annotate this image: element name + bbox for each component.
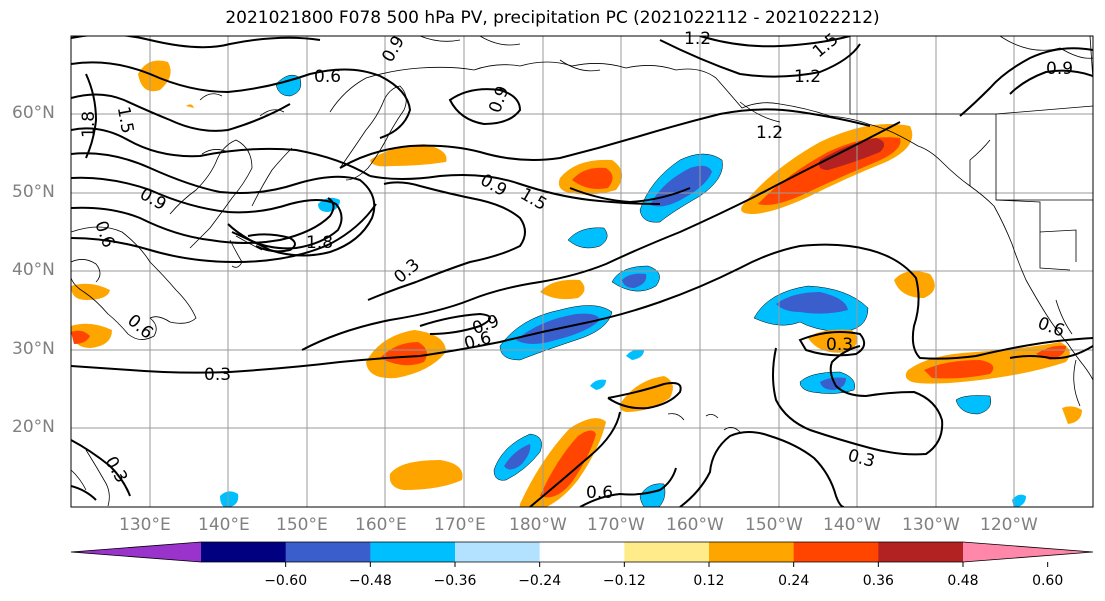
colorbar-extend-low xyxy=(71,542,201,562)
colorbar-tick-label: 0.36 xyxy=(863,573,894,589)
colorbar-segment xyxy=(455,542,541,562)
lon-tick-label: 170°E xyxy=(434,515,486,535)
lon-tick-label: 140°E xyxy=(198,515,250,535)
precip-blob xyxy=(567,227,608,249)
pv-contours xyxy=(71,36,1093,507)
contour-label: 0.6 xyxy=(314,67,341,87)
contour-label: 1.2 xyxy=(794,67,821,87)
precip-blob xyxy=(776,292,848,314)
precip-blob xyxy=(626,349,644,360)
colorbar-tick-label: −0.12 xyxy=(603,573,646,589)
precip-positive-blobs xyxy=(71,60,1082,507)
lon-tick-label: 130°E xyxy=(119,515,171,535)
contour-label: 0.9 xyxy=(1046,59,1073,79)
lat-tick-label: 30°N xyxy=(12,339,55,359)
precip-blob xyxy=(820,377,846,390)
precip-blob xyxy=(540,430,596,498)
precip-blob xyxy=(622,273,647,288)
contour-label: 0.6 xyxy=(586,483,613,503)
lat-tick-label: 20°N xyxy=(12,417,55,437)
map-frame xyxy=(70,35,1094,508)
colorbar-segment xyxy=(370,542,456,562)
precip-blob xyxy=(504,444,531,470)
colorbar-tick-label: −0.60 xyxy=(264,573,307,589)
contour-label: 1.8 xyxy=(306,233,333,253)
colorbar-tick-label: 0.12 xyxy=(693,573,724,589)
precip-blob xyxy=(1062,406,1082,424)
lat-tick-label: 40°N xyxy=(12,260,55,280)
precip-blob xyxy=(590,379,606,390)
precip-blob xyxy=(71,330,90,344)
colorbar-segment xyxy=(285,542,371,562)
lon-tick-label: 180°W xyxy=(509,515,567,535)
precip-blob xyxy=(819,138,885,170)
colorbar-tick-label: −0.48 xyxy=(349,573,392,589)
lon-tick-label: 160°W xyxy=(666,515,724,535)
lon-tick-label: 130°W xyxy=(902,515,960,535)
colorbar-tick-label: −0.36 xyxy=(434,573,477,589)
lat-tick-label: 50°N xyxy=(12,182,55,202)
colorbar-tick-label: 0.60 xyxy=(1032,573,1063,589)
map-gridlines xyxy=(71,36,1093,507)
contour-label: 0.3 xyxy=(204,365,231,385)
colorbar-segment xyxy=(878,542,964,562)
precip-blob xyxy=(1012,494,1026,507)
colorbar-tick-label: −0.24 xyxy=(518,573,561,589)
lon-tick-label: 140°W xyxy=(823,515,881,535)
contour-label: 1.5 xyxy=(113,105,137,135)
colorbar-segment xyxy=(624,542,710,562)
precip-blob xyxy=(275,74,302,97)
precip-blob xyxy=(924,360,994,379)
colorbar-extend-high xyxy=(963,542,1093,562)
precip-blob xyxy=(955,395,991,415)
colorbar-segment xyxy=(201,542,287,562)
lon-tick-label: 150°W xyxy=(745,515,803,535)
colorbar-segment xyxy=(709,542,795,562)
lon-tick-label: 120°W xyxy=(980,515,1038,535)
precip-blob xyxy=(389,460,463,490)
precip-blob xyxy=(380,342,427,366)
contour-label: 1.8 xyxy=(79,111,99,138)
contour-label: 1.2 xyxy=(756,123,783,143)
colorbar-segment xyxy=(793,542,879,562)
precip-blob xyxy=(808,329,858,353)
lat-tick-label: 60°N xyxy=(12,103,55,123)
precip-blob xyxy=(894,271,935,298)
colorbar-outline xyxy=(70,541,1094,563)
precip-blob xyxy=(220,491,239,507)
lon-tick-label: 170°W xyxy=(587,515,645,535)
contour-label: 1.2 xyxy=(684,29,711,49)
contour-label: 0.3 xyxy=(826,335,853,355)
colorbar-tick-label: 0.48 xyxy=(947,573,978,589)
precip-blob xyxy=(572,167,613,189)
lon-tick-label: 150°E xyxy=(276,515,328,535)
colorbar: −0.60 −0.48 −0.36 −0.24 −0.12 0.12 0.24 0.36 0.4… xyxy=(70,541,1094,589)
precip-blob xyxy=(370,144,447,167)
lon-tick-label: 160°E xyxy=(355,515,407,535)
colorbar-segment xyxy=(539,542,625,562)
colorbar-tick-label: 0.24 xyxy=(778,573,809,589)
chart-title: 2021021800 F078 500 hPa PV, precipitatio… xyxy=(225,8,880,28)
precip-blob xyxy=(186,104,194,108)
precip-blob xyxy=(540,279,585,300)
precip-blob xyxy=(71,283,110,300)
